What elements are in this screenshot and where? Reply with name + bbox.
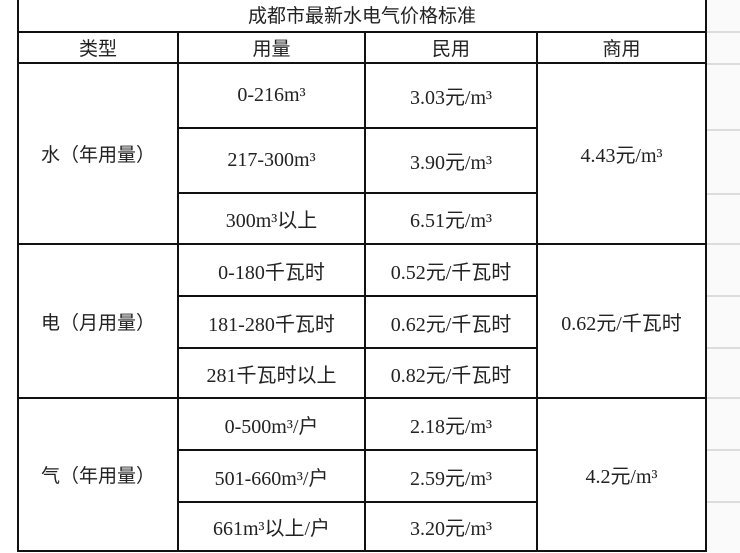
gridline (707, 397, 740, 399)
header-residential: 民用 (364, 31, 538, 64)
usage-cell: 281千瓦时以上 (177, 347, 366, 399)
residential-price: 3.20元/m³ (364, 501, 538, 552)
residential-price: 3.90元/m³ (364, 127, 538, 194)
usage-cell: 0-500m³/户 (177, 397, 366, 451)
table-title: 成都市最新水电气价格标准 (17, 0, 707, 33)
header-commercial: 商用 (536, 31, 707, 64)
commercial-price-gas: 4.2元/m³ (536, 397, 707, 552)
price-table: 成都市最新水电气价格标准 类型 用量 民用 商用 水（年用量） 0-216m³ … (17, 0, 707, 552)
gridline (707, 129, 740, 131)
gridline (707, 501, 740, 503)
residential-price: 0.52元/千瓦时 (364, 243, 538, 297)
residential-price: 0.62元/千瓦时 (364, 295, 538, 349)
residential-price: 0.82元/千瓦时 (364, 347, 538, 399)
commercial-price-electricity: 0.62元/千瓦时 (536, 243, 707, 399)
residential-price: 3.03元/m³ (364, 62, 538, 129)
gridline (707, 63, 740, 65)
usage-cell: 501-660m³/户 (177, 449, 366, 503)
usage-cell: 300m³以上 (177, 192, 366, 245)
usage-cell: 661m³以上/户 (177, 501, 366, 552)
gridline (707, 193, 740, 195)
gridline (707, 347, 740, 349)
gridline (707, 243, 740, 245)
usage-cell: 217-300m³ (177, 127, 366, 194)
residential-price: 2.59元/m³ (364, 449, 538, 503)
residential-price: 6.51元/m³ (364, 192, 538, 245)
residential-price: 2.18元/m³ (364, 397, 538, 451)
gridline (707, 449, 740, 451)
gridline (707, 31, 740, 33)
usage-cell: 0-180千瓦时 (177, 243, 366, 297)
usage-cell: 181-280千瓦时 (177, 295, 366, 349)
usage-cell: 0-216m³ (177, 62, 366, 129)
header-type: 类型 (17, 31, 179, 64)
gridline (707, 295, 740, 297)
type-water: 水（年用量） (17, 62, 179, 245)
header-usage: 用量 (177, 31, 366, 64)
commercial-price-water: 4.43元/m³ (536, 62, 707, 245)
type-electricity: 电（月用量） (17, 243, 179, 399)
sheet-gutter (707, 0, 740, 553)
type-gas: 气（年用量） (17, 397, 179, 552)
